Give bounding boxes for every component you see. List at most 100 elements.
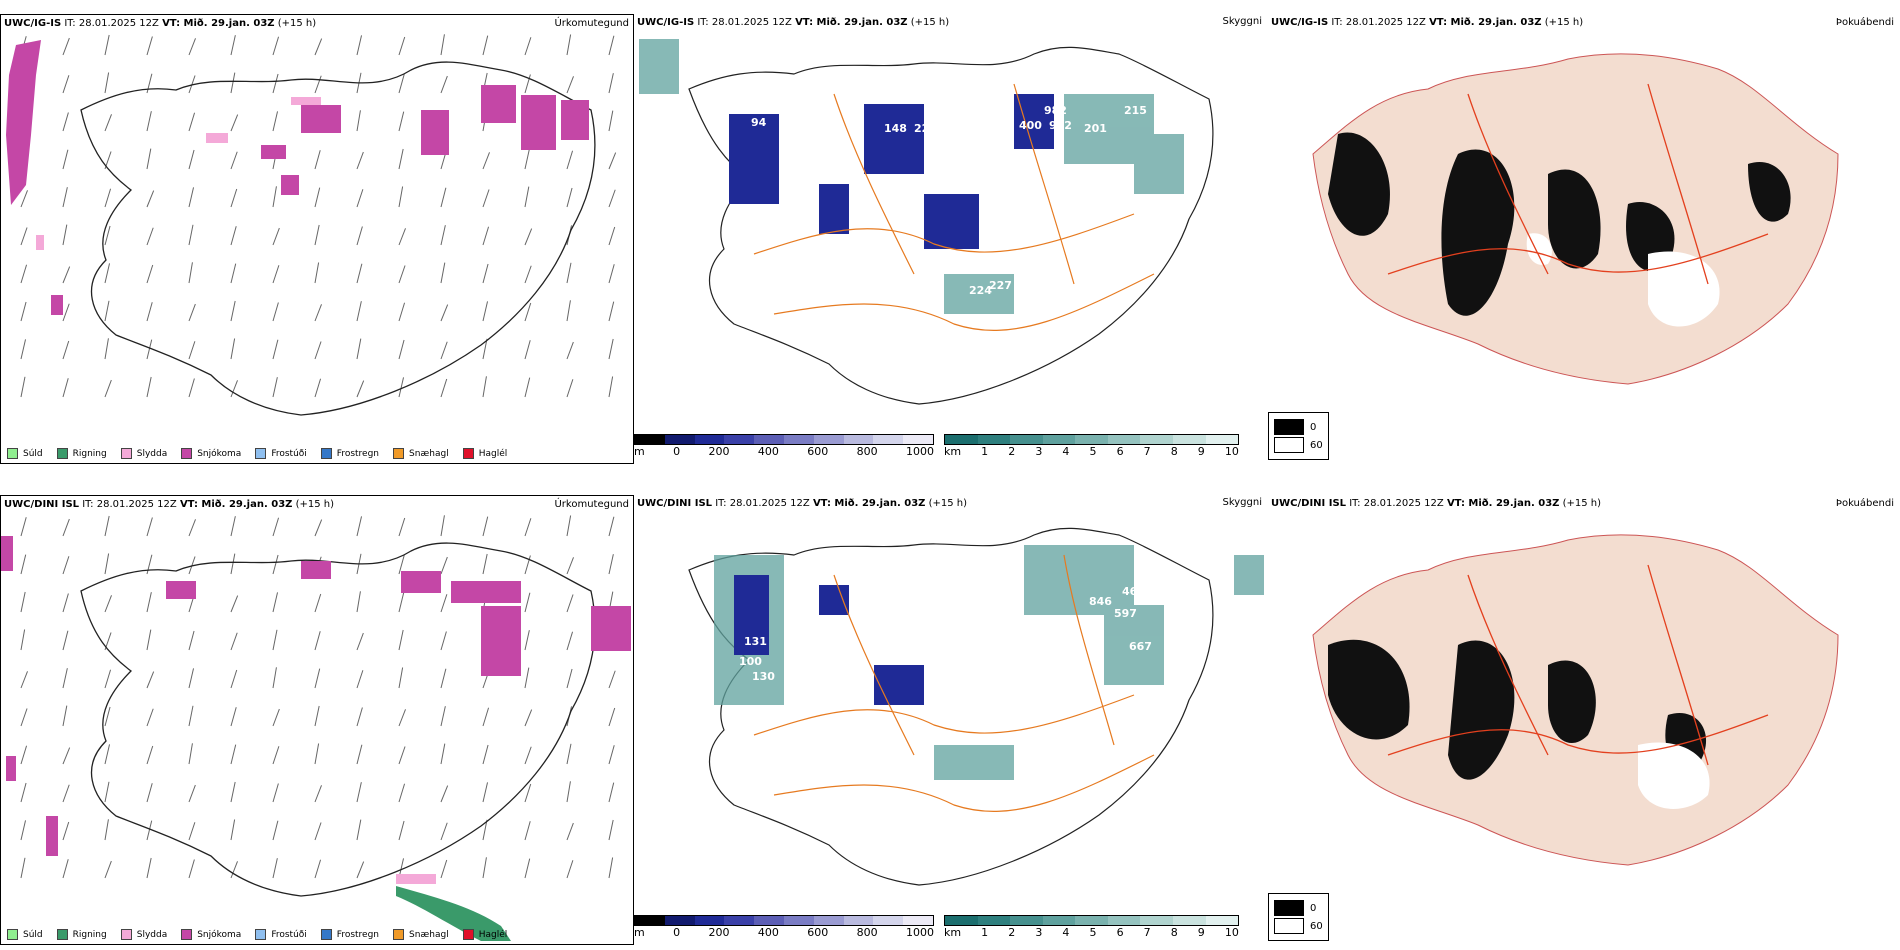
panel-type-label: Þokuábendi <box>1835 17 1894 28</box>
panel-type-label: Skyggni <box>1222 16 1262 27</box>
legend-swatch <box>462 448 474 459</box>
m-colorbar: m 0 200 400 600 800 1000 <box>634 434 934 458</box>
legend-item: Rigning <box>56 929 107 940</box>
legend-item: Frostúði <box>255 448 307 459</box>
legend-item: Snjókoma <box>181 929 241 940</box>
legend-label: Frostúði <box>271 929 307 940</box>
snow-patches <box>6 40 589 315</box>
legend-item: Súld <box>7 929 43 940</box>
legend-item: Haglél <box>462 929 508 940</box>
legend-swatch <box>255 448 267 459</box>
svg-text:94: 94 <box>751 116 767 129</box>
legend-swatch <box>393 448 405 459</box>
legend-swatch <box>120 448 132 459</box>
legend-label: Haglél <box>478 929 508 940</box>
legend-label: Snæhagl <box>409 929 449 940</box>
precip-type-panel-row1: UWC/IG-IS IT: 28.01.2025 12Z VT: Mið. 29… <box>0 14 634 464</box>
m-colorbar: m 0 200 400 600 800 1000 <box>634 915 934 939</box>
legend-label: Frostúði <box>271 448 307 459</box>
svg-text:902: 902 <box>1049 119 1072 132</box>
fog-panel-row1: UWC/IG-IS IT: 28.01.2025 12Z VT: Mið. 29… <box>1268 14 1900 464</box>
legend-swatch <box>320 929 332 940</box>
panel-header: UWC/IG-IS IT: 28.01.2025 12Z VT: Mið. 29… <box>637 17 950 28</box>
panel-type-label: Úrkomutegund <box>554 499 629 510</box>
visibility-map-row2: 846 468 597 667 100 130 131 <box>688 527 1264 886</box>
panel-header: UWC/DINI ISL IT: 28.01.2025 12Z VT: Mið.… <box>1271 498 1602 509</box>
svg-text:400: 400 <box>1019 119 1042 132</box>
precip-map-row2 <box>1 515 631 941</box>
svg-text:468: 468 <box>1122 585 1145 598</box>
svg-text:230: 230 <box>1074 84 1097 97</box>
legend-label: Snæhagl <box>409 448 449 459</box>
panel-type-label: Þokuábendi <box>1835 498 1894 509</box>
precip-legend: Súld Rigning Slydda Snjókoma Frostúði Frostre… <box>7 929 507 940</box>
legend-label: Frostregn <box>336 929 380 940</box>
legend-item: Frostregn <box>320 448 380 459</box>
svg-text:846: 846 <box>1089 595 1112 608</box>
legend-label: Slydda <box>136 929 168 940</box>
legend-swatch <box>181 448 193 459</box>
svg-text:224: 224 <box>969 284 992 297</box>
legend-label: Súld <box>23 929 43 940</box>
legend-item: Súld <box>7 448 43 459</box>
legend-label: Frostregn <box>336 448 380 459</box>
legend-swatch <box>181 929 193 940</box>
iceland-coastline <box>80 61 596 416</box>
fog-panel-row2: UWC/DINI ISL IT: 28.01.2025 12Z VT: Mið.… <box>1268 495 1900 945</box>
precip-type-panel-row2: UWC/DINI ISL IT: 28.01.2025 12Z VT: Mið.… <box>0 495 634 945</box>
legend-label: Súld <box>23 448 43 459</box>
svg-text:227: 227 <box>989 279 1012 292</box>
legend-swatch <box>320 448 332 459</box>
svg-text:148: 148 <box>884 122 907 135</box>
legend-swatch <box>7 448 18 459</box>
legend-swatch <box>255 929 267 940</box>
visibility-panel-row1: 98 94 148 227 982 902 201 400 230 215 22… <box>634 14 1268 464</box>
legend-item: Rigning <box>56 448 107 459</box>
panel-header: UWC/IG-IS IT: 28.01.2025 12Z VT: Mið. 29… <box>4 18 317 29</box>
legend-label: Slydda <box>136 448 168 459</box>
precip-map-row1 <box>6 34 617 416</box>
fog-legend-row1: 0 60 <box>1268 412 1329 460</box>
legend-item: Frostregn <box>320 929 380 940</box>
legend-item: Haglél <box>462 448 508 459</box>
panel-header: UWC/DINI ISL IT: 28.01.2025 12Z VT: Mið.… <box>637 498 968 509</box>
legend-swatch <box>393 929 405 940</box>
legend-label: Snjókoma <box>197 929 242 940</box>
fog-map-row2 <box>1312 534 1839 866</box>
panel-header: UWC/DINI ISL IT: 28.01.2025 12Z VT: Mið.… <box>4 499 335 510</box>
svg-text:100: 100 <box>739 655 762 668</box>
precip-legend: Súld Rigning Slydda Snjókoma Frostúði Frostre… <box>7 448 507 459</box>
km-colorbar: km 1 2 3 4 5 6 7 8 9 10 <box>944 915 1239 939</box>
visibility-map-row1: 98 94 148 227 982 902 201 400 230 215 22… <box>639 39 1214 405</box>
svg-text:227: 227 <box>914 122 937 135</box>
legend-swatch <box>56 929 68 940</box>
svg-text:130: 130 <box>752 670 775 683</box>
svg-text:982: 982 <box>1044 104 1067 117</box>
legend-item: Snæhagl <box>393 448 449 459</box>
panel-header: UWC/IG-IS IT: 28.01.2025 12Z VT: Mið. 29… <box>1271 17 1584 28</box>
legend-label: Snjókoma <box>197 448 242 459</box>
legend-item: Snjókoma <box>181 448 241 459</box>
svg-text:667: 667 <box>1129 640 1152 653</box>
svg-text:98: 98 <box>649 104 664 117</box>
legend-label: Haglél <box>478 448 508 459</box>
legend-swatch <box>120 929 132 940</box>
legend-label: Rigning <box>72 448 107 459</box>
legend-swatch <box>56 448 68 459</box>
legend-item: Frostúði <box>255 929 307 940</box>
legend-item: Slydda <box>120 448 168 459</box>
fog-map-row1 <box>1312 53 1839 385</box>
sleet-patches <box>36 97 321 250</box>
wind-barbs <box>20 34 617 398</box>
panel-type-label: Skyggni <box>1222 497 1262 508</box>
svg-text:131: 131 <box>744 635 767 648</box>
panel-type-label: Úrkomutegund <box>554 18 629 29</box>
legend-swatch <box>462 929 474 940</box>
legend-item: Snæhagl <box>393 929 449 940</box>
legend-swatch <box>7 929 18 940</box>
km-colorbar: km 1 2 3 4 5 6 7 8 9 10 <box>944 434 1239 458</box>
svg-text:201: 201 <box>1084 122 1107 135</box>
legend-label: Rigning <box>72 929 107 940</box>
fog-legend-row2: 0 60 <box>1268 893 1329 941</box>
legend-item: Slydda <box>120 929 168 940</box>
